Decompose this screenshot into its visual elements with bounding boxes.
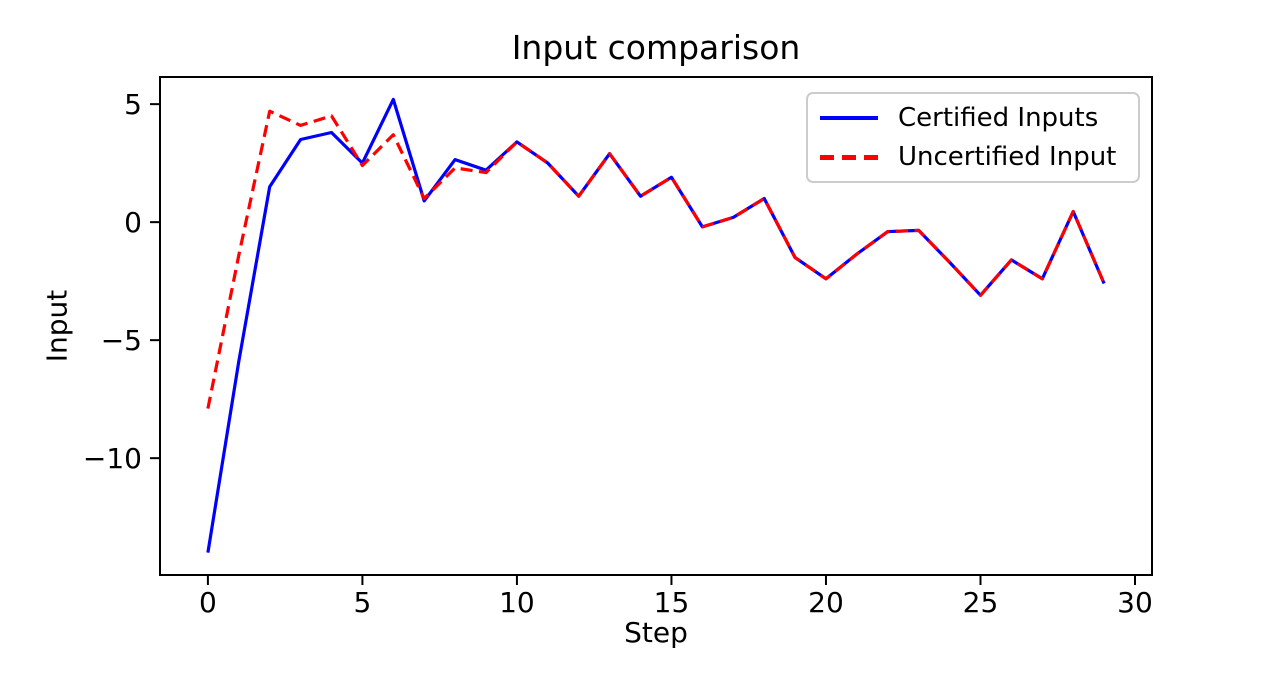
legend: Certified Inputs Uncertified Input	[806, 92, 1140, 183]
y-tick-label: 0	[124, 206, 142, 239]
x-tick-label: 25	[963, 586, 999, 619]
legend-item-uncertified: Uncertified Input	[820, 138, 1138, 178]
x-axis-label: Step	[624, 616, 688, 649]
x-tick-label: 10	[499, 586, 535, 619]
y-tick-label: −5	[101, 324, 142, 357]
legend-label-certified: Certified Inputs	[898, 102, 1099, 133]
x-tick-label: 30	[1117, 586, 1153, 619]
x-tick-label: 20	[808, 586, 844, 619]
x-tick-label: 0	[199, 586, 217, 619]
plot-border	[159, 76, 1153, 576]
legend-item-certified: Certified Inputs	[820, 98, 1138, 138]
legend-line-sample-certified	[820, 115, 878, 120]
x-tick-label: 5	[354, 586, 372, 619]
y-axis-label: Input	[40, 289, 74, 363]
y-tick-label: −10	[83, 442, 142, 475]
legend-line-sample-uncertified	[820, 154, 878, 160]
chart-title: Input comparison	[511, 28, 801, 67]
x-tick-label: 15	[654, 586, 690, 619]
legend-label-uncertified: Uncertified Input	[898, 142, 1117, 173]
uncertified-line	[206, 109, 1106, 409]
y-tick-label: 5	[124, 88, 142, 121]
